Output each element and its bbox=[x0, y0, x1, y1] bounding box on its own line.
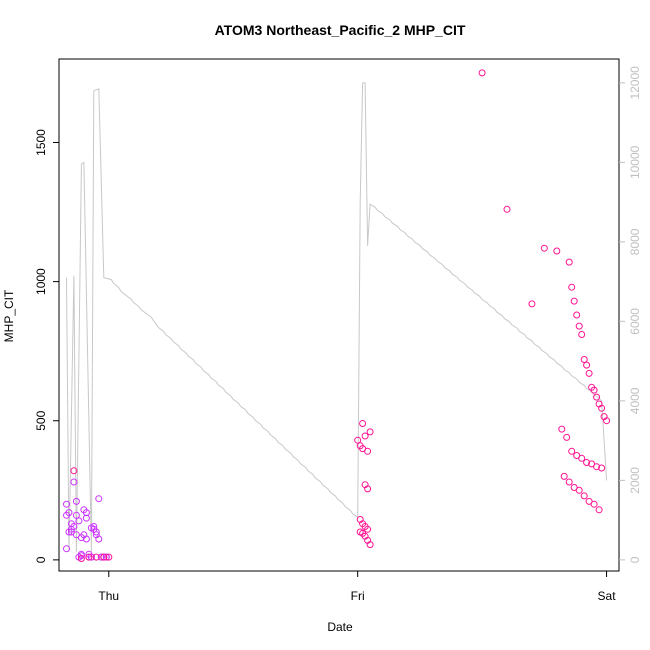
data-point bbox=[92, 528, 100, 536]
data-point bbox=[105, 553, 113, 561]
data-point bbox=[82, 514, 90, 522]
x-tick-label: Sat bbox=[598, 589, 617, 603]
y-tick-label: 500 bbox=[34, 410, 48, 430]
y-tick-label: 1500 bbox=[34, 129, 48, 156]
x-axis-label: Date bbox=[327, 620, 353, 634]
y2-tick-label: 12000 bbox=[628, 66, 642, 100]
data-point bbox=[590, 500, 598, 508]
data-point bbox=[560, 472, 568, 480]
data-point bbox=[63, 545, 70, 553]
data-point bbox=[100, 553, 108, 561]
data-point bbox=[590, 386, 598, 394]
data-point bbox=[565, 478, 573, 486]
data-point bbox=[503, 205, 511, 213]
data-point bbox=[580, 492, 588, 500]
data-point bbox=[354, 436, 362, 444]
y2-tick-label: 8000 bbox=[628, 228, 642, 255]
data-point bbox=[575, 322, 583, 330]
data-point bbox=[570, 297, 578, 305]
data-point bbox=[578, 331, 586, 338]
data-point bbox=[364, 485, 372, 493]
data-point bbox=[364, 447, 372, 455]
data-point bbox=[595, 506, 603, 514]
data-point bbox=[478, 69, 486, 77]
data-point bbox=[361, 432, 369, 440]
data-point bbox=[553, 247, 561, 255]
data-point bbox=[97, 553, 105, 561]
data-point bbox=[563, 433, 571, 441]
data-point bbox=[67, 528, 75, 536]
data-point bbox=[598, 404, 606, 412]
data-point bbox=[72, 497, 80, 505]
data-point bbox=[528, 300, 536, 308]
data-point bbox=[63, 500, 70, 508]
data-point bbox=[583, 361, 591, 369]
x-tick-label: Thu bbox=[98, 589, 119, 603]
data-point bbox=[583, 459, 591, 466]
data-point bbox=[70, 478, 78, 486]
data-point bbox=[585, 369, 593, 377]
data-point bbox=[95, 535, 103, 543]
y-tick-label: 1000 bbox=[34, 268, 48, 295]
data-point bbox=[70, 523, 78, 530]
data-point bbox=[364, 525, 372, 533]
data-point bbox=[102, 553, 110, 561]
data-point bbox=[540, 244, 548, 252]
data-point bbox=[366, 541, 374, 549]
y-axis-label: MHP_CIT bbox=[2, 289, 16, 342]
data-point bbox=[558, 425, 566, 433]
y-tick-label: 0 bbox=[34, 556, 48, 563]
chart-title: ATOM3 Northeast_Pacific_2 MHP_CIT bbox=[215, 22, 466, 38]
data-point bbox=[77, 552, 85, 560]
data-point bbox=[593, 463, 601, 471]
data-point bbox=[598, 464, 606, 472]
data-point bbox=[75, 517, 83, 525]
data-point bbox=[603, 417, 611, 425]
y2-tick-label: 6000 bbox=[628, 308, 642, 335]
series-line bbox=[66, 82, 608, 552]
y2-tick-label: 0 bbox=[628, 556, 642, 563]
data-point bbox=[95, 495, 103, 503]
y-axis: 0 500 1000 1500 bbox=[34, 129, 59, 563]
y2-tick-label: 10000 bbox=[628, 145, 642, 179]
data-point bbox=[65, 509, 73, 517]
plot-area bbox=[58, 58, 620, 572]
data-point bbox=[90, 523, 98, 530]
x-tick-label: Fri bbox=[351, 589, 365, 603]
data-point bbox=[82, 535, 90, 543]
data-point bbox=[568, 447, 576, 455]
data-point bbox=[575, 486, 583, 494]
data-point bbox=[568, 283, 576, 291]
y2-tick-label: 4000 bbox=[628, 387, 642, 414]
data-point bbox=[578, 454, 586, 462]
data-point bbox=[593, 393, 601, 401]
line-series bbox=[66, 82, 608, 552]
data-point bbox=[573, 311, 581, 319]
y2-axis: 0 2000 4000 6000 8000 10000 12000 bbox=[619, 66, 642, 563]
data-point bbox=[580, 356, 588, 363]
data-point bbox=[92, 553, 100, 561]
data-point bbox=[72, 511, 80, 519]
data-point bbox=[366, 428, 374, 436]
data-point bbox=[87, 553, 95, 561]
data-point bbox=[565, 258, 573, 266]
y2-tick-label: 2000 bbox=[628, 467, 642, 494]
data-point bbox=[70, 467, 78, 475]
points bbox=[63, 69, 611, 562]
data-point bbox=[85, 553, 93, 561]
data-point bbox=[359, 420, 367, 427]
x-axis: Thu Fri Sat bbox=[98, 571, 616, 603]
data-point bbox=[77, 555, 85, 562]
